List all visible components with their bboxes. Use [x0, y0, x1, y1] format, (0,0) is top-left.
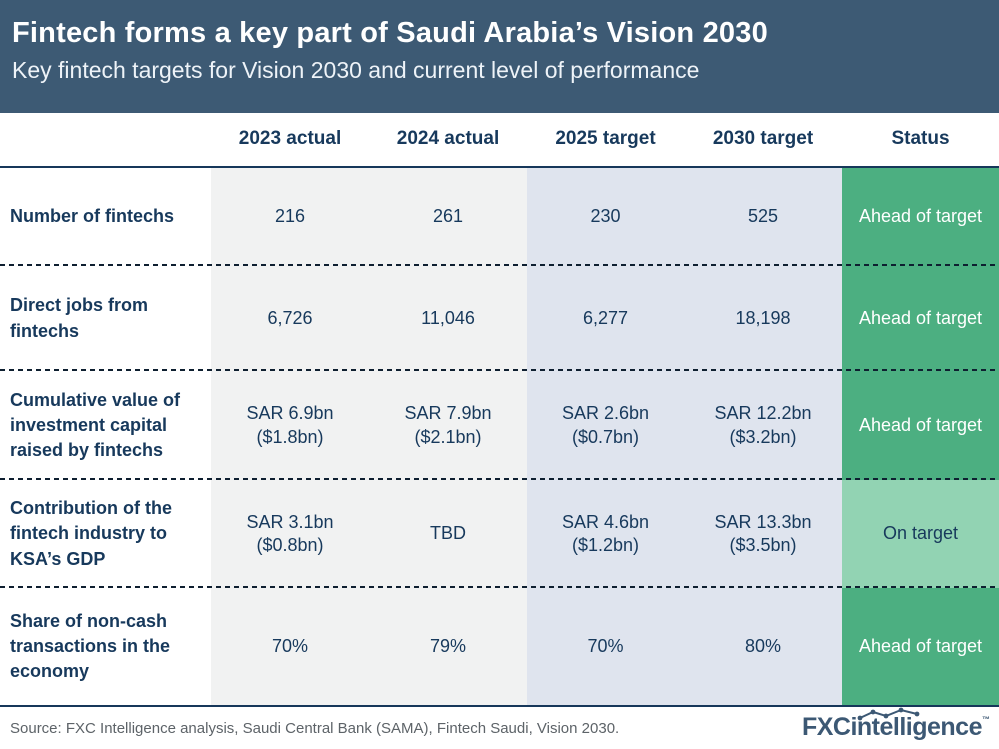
line-chart-icon	[857, 707, 920, 721]
table-row: Direct jobs from fintechs 6,726 11,046 6…	[0, 266, 999, 371]
footer: Source: FXC Intelligence analysis, Saudi…	[0, 707, 999, 749]
status-badge: Ahead of target	[842, 588, 999, 705]
source-text: Source: FXC Intelligence analysis, Saudi…	[10, 719, 620, 737]
cell-value: SAR 3.1bn ($0.8bn)	[211, 480, 369, 588]
cell-value: 79%	[369, 588, 527, 705]
row-label: Cumulative value of investment capital r…	[10, 389, 181, 461]
title-banner: Fintech forms a key part of Saudi Arabia…	[0, 0, 999, 113]
status-badge: On target	[842, 480, 999, 588]
cell-value: TBD	[369, 480, 527, 588]
column-header-2023-actual: 2023 actual	[238, 128, 342, 150]
table-row: Number of fintechs 216 261 230 525 Ahead…	[0, 168, 999, 266]
cell-value: SAR 7.9bn ($2.1bn)	[369, 371, 527, 480]
cell-value: 261	[369, 168, 527, 266]
row-label: Number of fintechs	[10, 206, 175, 227]
cell-value: SAR 12.2bn ($3.2bn)	[684, 371, 842, 480]
column-header-2030-target: 2030 target	[712, 128, 814, 150]
trademark-symbol: ™	[982, 715, 990, 725]
status-badge: Ahead of target	[842, 168, 999, 266]
cell-value: 6,726	[211, 266, 369, 371]
row-label: Contribution of the fintech industry to …	[10, 498, 172, 569]
table-bottom-line	[0, 705, 999, 707]
cell-value: 80%	[684, 588, 842, 705]
page-subtitle: Key fintech targets for Vision 2030 and …	[12, 57, 700, 84]
cell-value: 18,198	[684, 266, 842, 371]
table-header-row: 2023 actual 2024 actual 2025 target 2030…	[0, 113, 999, 166]
status-badge: Ahead of target	[842, 266, 999, 371]
column-header-spacer	[0, 113, 211, 166]
cell-value: SAR 13.3bn ($3.5bn)	[684, 480, 842, 588]
status-badge: Ahead of target	[842, 371, 999, 480]
cell-value: SAR 2.6bn ($0.7bn)	[527, 371, 684, 480]
table-row: Cumulative value of investment capital r…	[0, 371, 999, 480]
cell-value: SAR 6.9bn ($1.8bn)	[211, 371, 369, 480]
column-header-2025-target: 2025 target	[555, 128, 656, 150]
table-row: Contribution of the fintech industry to …	[0, 480, 999, 588]
column-header-2024-actual: 2024 actual	[396, 128, 500, 150]
cell-value: 230	[527, 168, 684, 266]
table-row: Share of non-cash transactions in the ec…	[0, 588, 999, 705]
cell-value: 70%	[211, 588, 369, 705]
cell-value: 216	[211, 168, 369, 266]
logo-wordmark: FXCintelligence	[801, 713, 983, 742]
row-label: Share of non-cash transactions in the ec…	[10, 610, 171, 682]
page-title: Fintech forms a key part of Saudi Arabia…	[12, 17, 768, 49]
cell-value: 525	[684, 168, 842, 266]
cell-value: 11,046	[369, 266, 527, 371]
fxc-intelligence-logo: FXCintelligence ™	[801, 707, 990, 742]
cell-value: 6,277	[527, 266, 684, 371]
column-header-status: Status	[891, 128, 950, 150]
cell-value: SAR 4.6bn ($1.2bn)	[527, 480, 684, 588]
cell-value: 70%	[527, 588, 684, 705]
row-label: Direct jobs from fintechs	[10, 295, 149, 341]
header-divider-line	[0, 166, 999, 168]
targets-table: 2023 actual 2024 actual 2025 target 2030…	[0, 113, 999, 707]
